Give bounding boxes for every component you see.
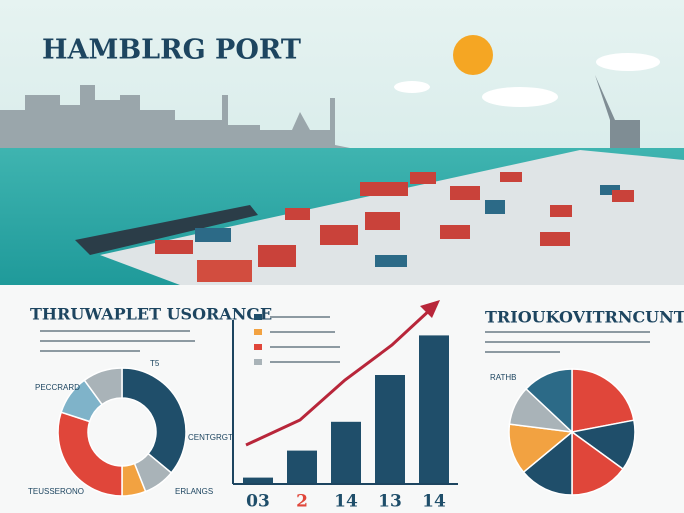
donut-label: T5 — [150, 359, 160, 368]
donut-label: CENTGRGT — [188, 433, 233, 442]
bar — [419, 335, 449, 483]
charts: T5 PECCRARD CENTGRGT TEUSSERONO ERLANGS 03 2 14… — [28, 335, 636, 512]
ship — [75, 205, 258, 255]
bar-label: 03 — [246, 492, 270, 512]
chart-legend — [254, 314, 340, 365]
crane — [595, 75, 640, 150]
bar — [287, 450, 317, 483]
right-title: TRIOUKOVITRNCUNTER) — [485, 308, 684, 327]
containers — [155, 172, 634, 282]
pie-segment — [525, 368, 573, 434]
main-title: HAMBLRG PORT — [42, 35, 301, 66]
pie-label: RATHB — [490, 373, 517, 382]
left-text-lines — [40, 330, 195, 352]
skyline — [0, 85, 360, 150]
donut-segment — [83, 367, 123, 406]
port-scene — [0, 0, 684, 285]
trend-line — [245, 300, 440, 447]
donut-label: PECCRARD — [35, 383, 80, 392]
chart-axes — [232, 320, 458, 485]
clouds — [394, 53, 660, 107]
donut-label: ERLANGS — [175, 487, 213, 496]
bar-label: 14 — [334, 492, 358, 512]
bar — [331, 421, 361, 483]
bar-label: 13 — [378, 492, 402, 512]
bar — [243, 477, 273, 483]
bar — [375, 375, 405, 483]
bar-label: 14 — [422, 492, 446, 512]
sun — [453, 35, 493, 75]
right-text-lines — [485, 331, 650, 353]
donut-segment — [57, 411, 123, 497]
donut-segment — [121, 367, 187, 474]
left-title: THRUWAPLET USORANGE — [30, 305, 272, 324]
donut-label: TEUSSERONO — [28, 487, 84, 496]
bar-label: 2 — [296, 492, 308, 512]
